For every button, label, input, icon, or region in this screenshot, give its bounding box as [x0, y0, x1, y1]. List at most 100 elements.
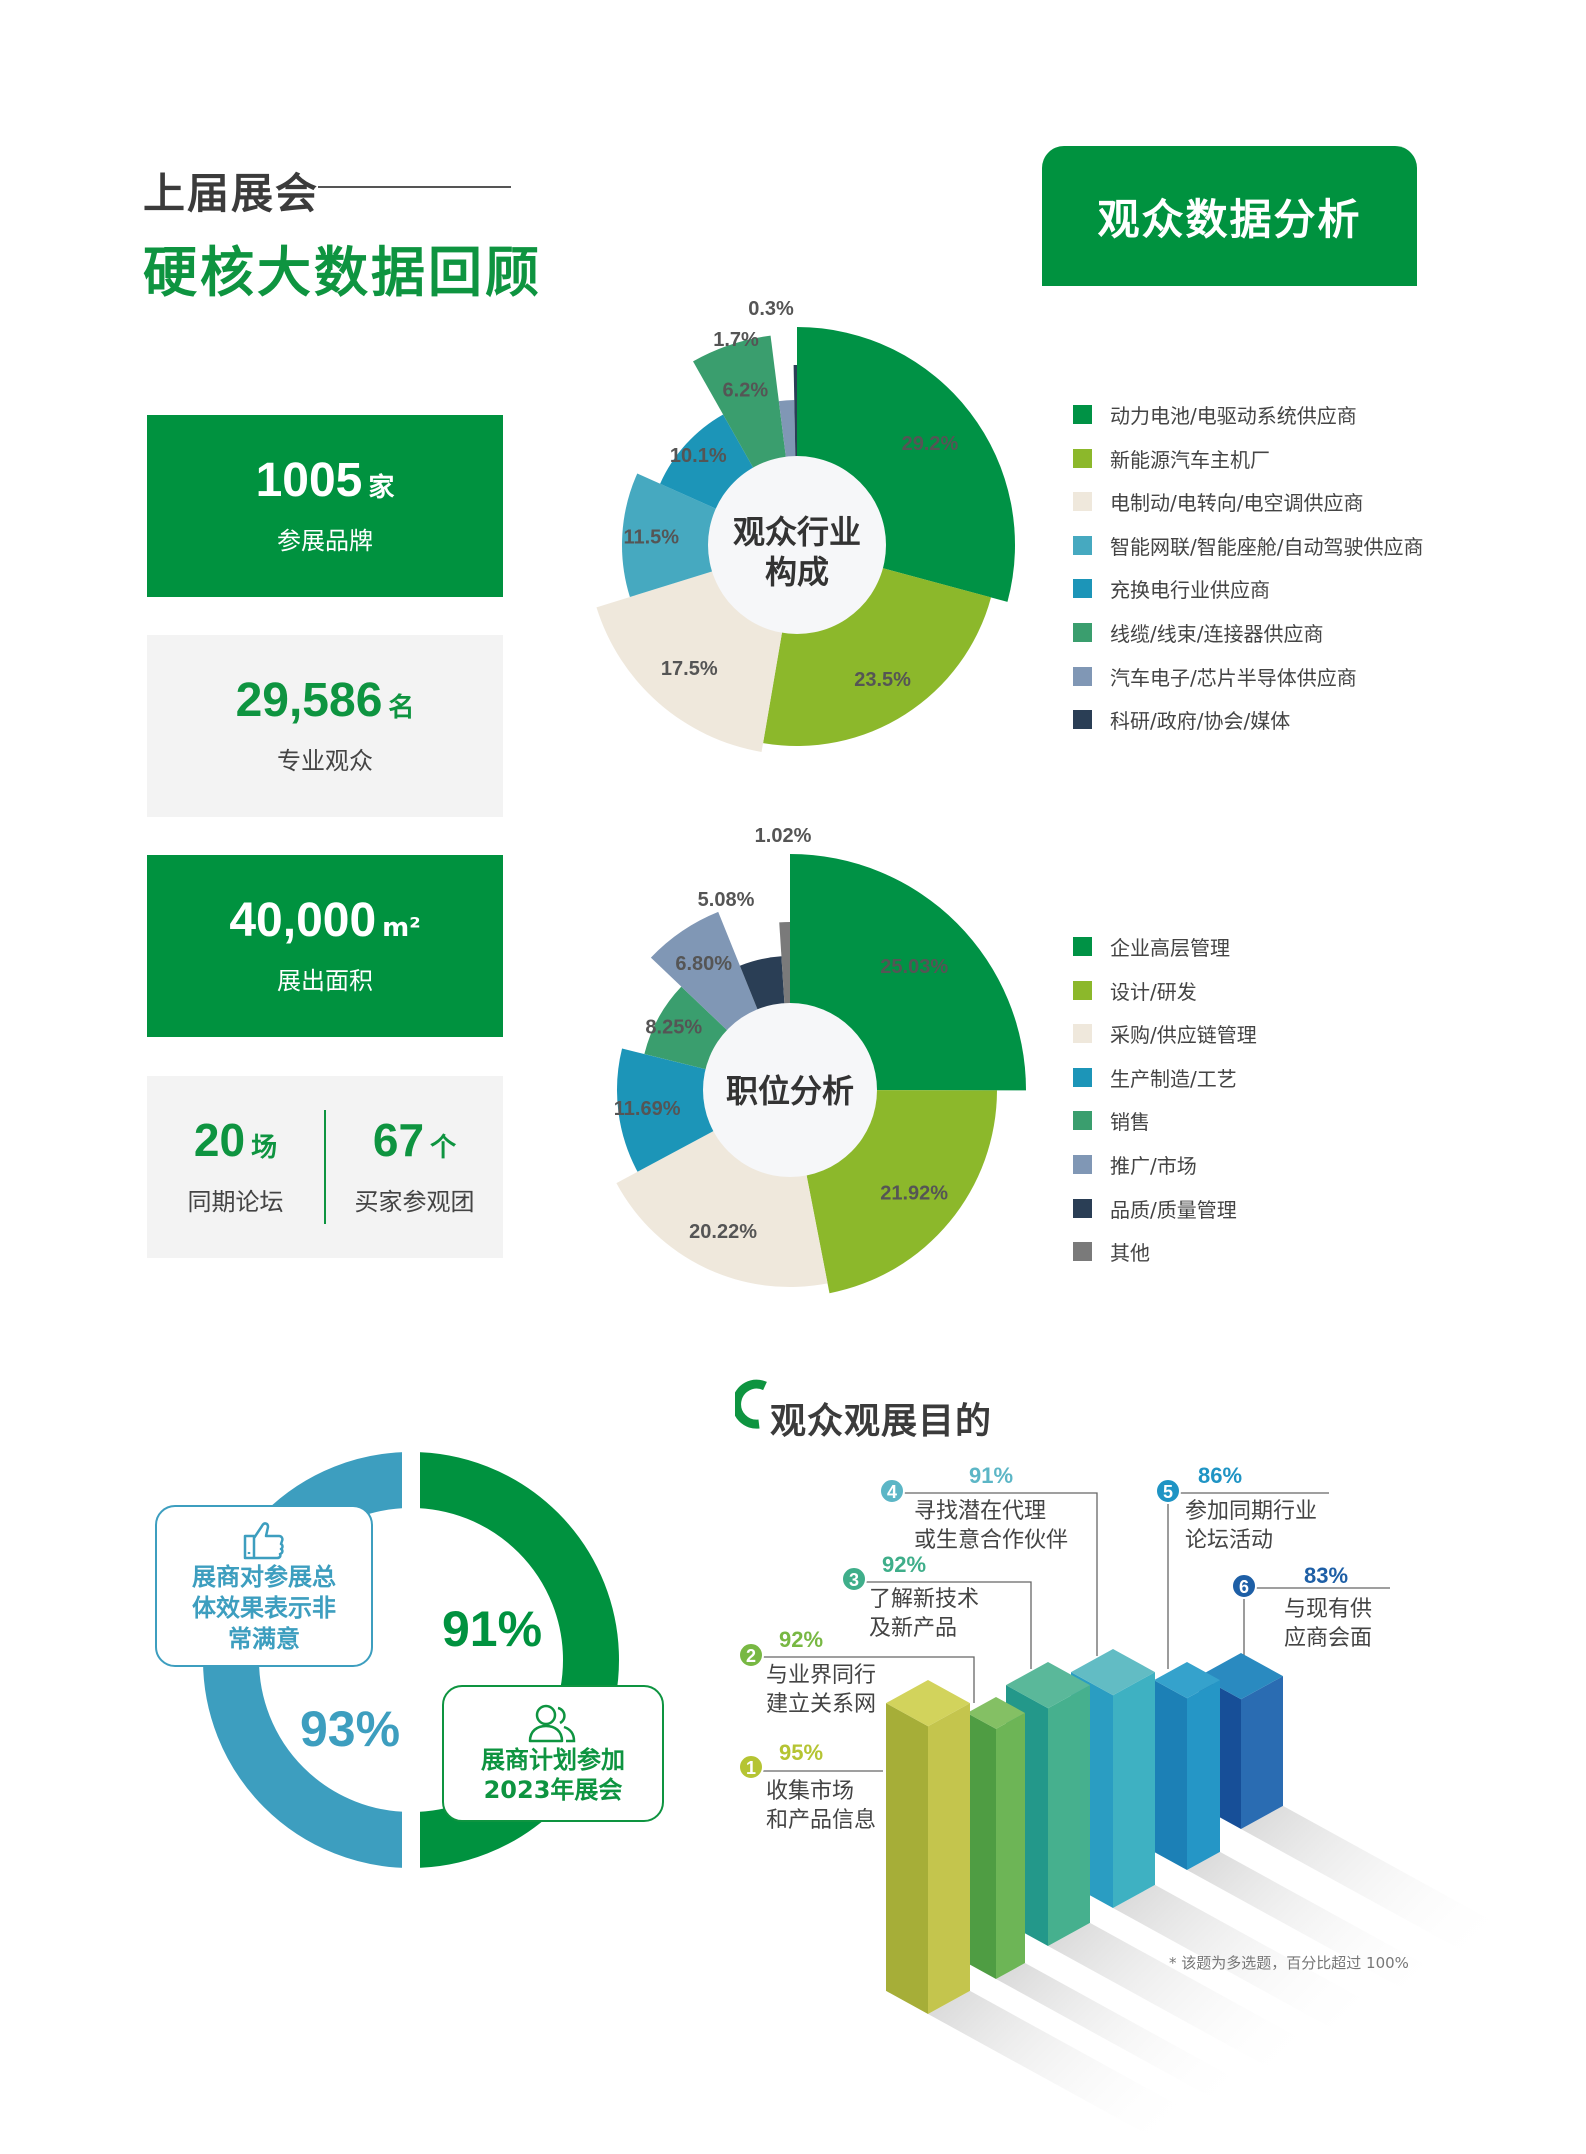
stat-area: 40,000 m² 展出面积	[147, 855, 503, 1037]
bar-category-label: 论坛活动	[1185, 1527, 1273, 1552]
bar-right-face	[1187, 1680, 1220, 1870]
stat-split: 20 场 同期论坛 67 个 买家参观团	[147, 1076, 503, 1258]
legend-label: 设计/研发	[1110, 979, 1197, 1004]
legend-label: 新能源汽车主机厂	[1110, 447, 1270, 472]
users-icon	[528, 1704, 576, 1742]
title-arc-icon	[735, 1379, 767, 1429]
legend-swatch	[1073, 623, 1092, 642]
bar-value-label: 92%	[779, 1627, 823, 1652]
pie-value-label: 8.25%	[645, 1016, 702, 1038]
legend-swatch	[1073, 1024, 1092, 1044]
legend-item: 智能网联/智能座舱/自动驾驶供应商	[1073, 531, 1423, 560]
thumbs-up-icon	[243, 1521, 284, 1559]
pie-value-label: 25.03%	[880, 956, 948, 978]
callout-line	[904, 1492, 1098, 1656]
rank-badge	[841, 1566, 867, 1592]
pie-value-label: 1.7%	[713, 329, 759, 351]
bar-category-label: 参加同期行业	[1185, 1498, 1317, 1523]
pie-charts: 29.2% 23.5% 17.5% 11.5% 10.1% 6.2% 1.7% 0.3% 观众行…	[596, 298, 1026, 1294]
bar-category-label: 了解新技术	[869, 1586, 979, 1611]
return-intent-text-line: 展商计划参加	[481, 1745, 625, 1774]
stat-value: 67	[372, 1114, 425, 1166]
stat-label: 买家参观团	[354, 1188, 475, 1216]
legend-item: 销售	[1073, 1106, 1150, 1135]
legend-swatch	[1073, 492, 1092, 512]
stat-value: 29,586	[235, 673, 383, 727]
legend-swatch	[1073, 535, 1092, 555]
legend-label: 企业高层管理	[1110, 936, 1230, 960]
legend-swatch	[1073, 1155, 1092, 1174]
bar-left-face	[967, 1712, 996, 1979]
stat-forums: 20 场 同期论坛	[147, 1076, 324, 1258]
bar-left-face	[1154, 1680, 1187, 1870]
bar-shadow	[1187, 1851, 1480, 2013]
legend-swatch	[1073, 1067, 1092, 1087]
bar-right-face	[928, 1703, 970, 2014]
pie-value-label: 11.69%	[614, 1098, 681, 1120]
legend-swatch	[1073, 937, 1092, 956]
pie-value-label: 1.02%	[755, 825, 812, 847]
stat-divider	[324, 1110, 326, 1224]
rank-number: 1	[746, 1758, 756, 1778]
bar-right-face	[1241, 1676, 1283, 1829]
pie-title: 职位分析	[726, 1073, 854, 1109]
legend-item: 动力电池/电驱动系统供应商	[1073, 400, 1357, 429]
legend-item: 设计/研发	[1073, 976, 1197, 1005]
legend-swatch	[1073, 579, 1092, 599]
stat-unit: m²	[382, 912, 421, 943]
legend-item: 品质/质量管理	[1073, 1194, 1237, 1223]
return-intent-percent: 91%	[442, 1601, 543, 1657]
stat-label: 专业观众	[277, 746, 373, 775]
rank-number: 2	[746, 1646, 756, 1666]
legend-item: 线缆/线束/连接器供应商	[1073, 618, 1323, 647]
bar-right-face	[996, 1712, 1025, 1979]
bar-category-label: 及新产品	[869, 1615, 957, 1640]
return-intent-callout: 展商计划参加 2023年展会	[442, 1685, 664, 1822]
bar-top-face	[1006, 1662, 1090, 1709]
pie-center	[708, 456, 886, 634]
stat-unit: 家	[368, 472, 395, 503]
bar-value-label: 95%	[779, 1740, 823, 1765]
bar-value-label: 91%	[969, 1463, 1013, 1488]
legend-label: 充换电行业供应商	[1110, 578, 1270, 603]
bar-left-face	[886, 1703, 928, 2014]
legend-label: 采购/供应链管理	[1110, 1023, 1257, 1048]
legend-label: 销售	[1110, 1110, 1150, 1135]
callout-line	[866, 1581, 1032, 1669]
stat-label: 展出面积	[277, 966, 373, 995]
legend-swatch	[1073, 666, 1092, 686]
purpose-title: 观众观展目的	[770, 1401, 993, 1442]
bar-category-label: 应商会面	[1284, 1625, 1372, 1650]
legend-item: 科研/政府/协会/媒体	[1073, 705, 1290, 734]
bar-shadow	[1241, 1805, 1543, 1972]
bar-category-label: 或生意合作伙伴	[914, 1527, 1068, 1552]
legend-swatch	[1073, 710, 1092, 730]
pie-title: 观众行业	[733, 514, 861, 550]
legend-item: 新能源汽车主机厂	[1073, 444, 1270, 473]
pie-value-label: 20.22%	[689, 1221, 757, 1243]
return-intent-arc	[411, 1452, 619, 1868]
legend-label: 智能网联/智能座舱/自动驾驶供应商	[1110, 534, 1424, 559]
callout-line	[763, 1656, 975, 1703]
pie-value-label: 11.5%	[623, 526, 679, 548]
rank-badge	[738, 1642, 764, 1668]
pie-center	[703, 1003, 877, 1177]
section-badge: 观众数据分析	[1042, 146, 1417, 286]
legend-label: 品质/质量管理	[1110, 1197, 1237, 1222]
bar-top-face	[886, 1680, 970, 1727]
legend-item: 企业高层管理	[1073, 932, 1230, 961]
legend-label: 其他	[1110, 1241, 1150, 1266]
bar-category-label: 寻找潜在代理	[914, 1498, 1046, 1523]
legend-swatch	[1073, 1111, 1092, 1131]
rank-number: 6	[1239, 1577, 1249, 1597]
legend-label: 汽车电子/芯片半导体供应商	[1110, 665, 1357, 690]
stat-buyer-groups: 67 个 买家参观团	[326, 1076, 503, 1258]
bar-category-label: 收集市场	[766, 1778, 854, 1803]
stat-unit: 场	[251, 1133, 278, 1163]
satisfaction-callout: 展商对参展总 体效果表示非 常满意	[155, 1505, 373, 1667]
stat-value: 20	[193, 1114, 246, 1166]
donut-gap	[402, 1430, 420, 1890]
stat-exhibitors: 1005 家 参展品牌	[147, 415, 503, 597]
rank-number: 4	[887, 1482, 897, 1502]
bar-category-label: 建立关系网	[766, 1691, 876, 1716]
